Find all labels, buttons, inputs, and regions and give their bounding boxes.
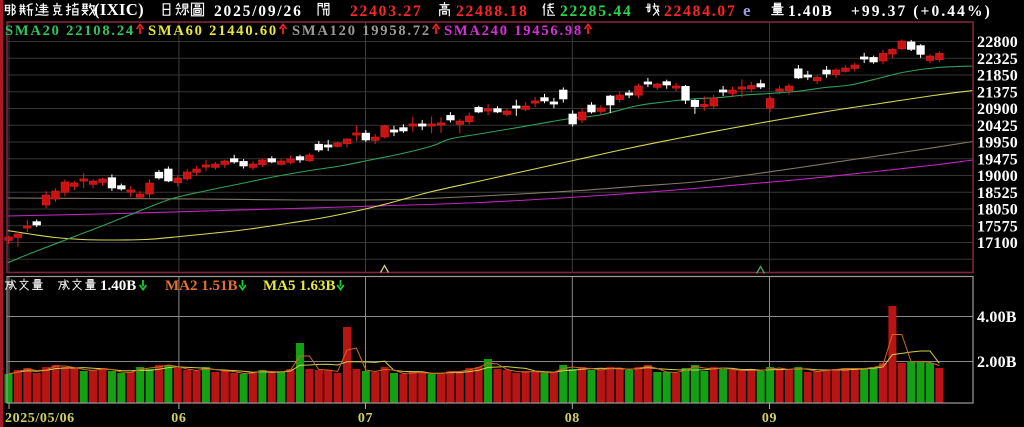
svg-text:1.40B: 1.40B xyxy=(788,3,833,20)
svg-text:21850: 21850 xyxy=(977,68,1018,85)
svg-text:19000: 19000 xyxy=(977,168,1018,185)
svg-text:18525: 18525 xyxy=(977,185,1018,202)
svg-text:MA5 1.63B: MA5 1.63B xyxy=(263,278,336,294)
svg-text:22325: 22325 xyxy=(977,51,1018,68)
svg-text:1.40B: 1.40B xyxy=(100,278,136,294)
svg-text:22488.18: 22488.18 xyxy=(456,3,529,20)
svg-text:20900: 20900 xyxy=(977,101,1018,118)
svg-text:e: e xyxy=(743,1,751,20)
svg-text:SMA20 22108.24: SMA20 22108.24 xyxy=(5,23,135,39)
svg-text:09: 09 xyxy=(762,411,777,426)
svg-text:SMA60 21440.60: SMA60 21440.60 xyxy=(148,23,278,39)
svg-text:22484.07: 22484.07 xyxy=(664,3,737,20)
svg-text:08: 08 xyxy=(565,411,580,426)
svg-text:+99.37 (+0.44%): +99.37 (+0.44%) xyxy=(851,3,992,20)
svg-text:22285.44: 22285.44 xyxy=(560,3,633,20)
svg-text:06: 06 xyxy=(171,411,186,426)
svg-text:2.00B: 2.00B xyxy=(977,354,1017,371)
svg-text:SMA120 19958.72: SMA120 19958.72 xyxy=(292,23,431,39)
svg-text:17100: 17100 xyxy=(977,235,1018,252)
svg-text:07: 07 xyxy=(358,411,373,426)
svg-text:18050: 18050 xyxy=(977,202,1018,219)
svg-text:4.00B: 4.00B xyxy=(977,309,1017,326)
svg-text:SMA240 19456.98: SMA240 19456.98 xyxy=(444,23,583,39)
svg-text:2025/05/06: 2025/05/06 xyxy=(5,411,75,426)
svg-text:22800: 22800 xyxy=(977,34,1018,51)
svg-text:19475: 19475 xyxy=(977,151,1018,168)
svg-text:21375: 21375 xyxy=(977,84,1018,101)
svg-text:17575: 17575 xyxy=(977,218,1018,235)
svg-text:MA2 1.51B: MA2 1.51B xyxy=(165,278,238,294)
svg-text:19950: 19950 xyxy=(977,135,1018,152)
svg-text:22403.27: 22403.27 xyxy=(350,3,423,20)
svg-text:(IXIC): (IXIC) xyxy=(94,0,144,19)
svg-text:20425: 20425 xyxy=(977,118,1018,135)
svg-text:2025/09/26: 2025/09/26 xyxy=(214,3,303,20)
